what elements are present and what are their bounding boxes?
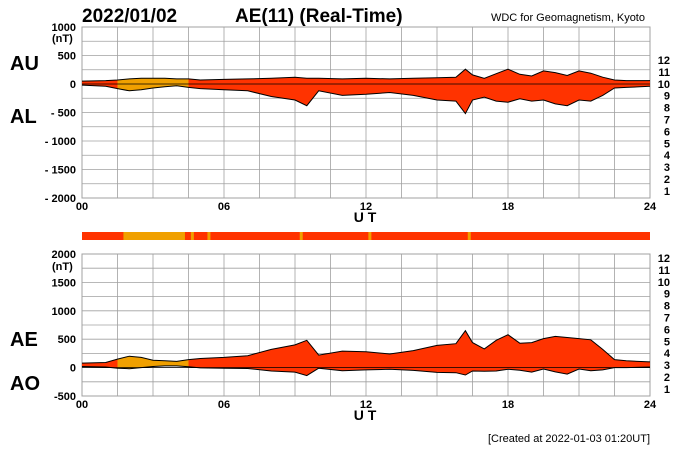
series-line-ae (81, 329, 651, 364)
station-scale-label: 4 (664, 150, 671, 162)
station-scale-label: 10 (658, 277, 670, 289)
data-fill-area (82, 330, 650, 376)
station-scale-label: 10 (658, 79, 670, 91)
y-tick-label: 0 (70, 79, 76, 91)
y-tick-label: 2000 (52, 249, 76, 261)
panel1-unit: (nT) (52, 33, 73, 45)
y-tick-label: - 500 (51, 108, 76, 120)
x-tick-label: 18 (502, 201, 514, 213)
station-scale-label: 1 (664, 384, 670, 396)
panel2-unit: (nT) (52, 261, 73, 273)
station-scale-label: 8 (664, 301, 670, 313)
y-tick-label: 500 (58, 51, 76, 63)
x-tick-label: 24 (644, 201, 657, 213)
station-scale-label: 7 (664, 313, 670, 325)
band-segment-low (123, 232, 185, 240)
al-label: AL (10, 106, 37, 128)
station-scale-label: 11 (658, 265, 670, 277)
y-tick-label: 1000 (52, 22, 76, 34)
station-scale-label: 2 (664, 372, 670, 384)
band-segment-tick (368, 232, 372, 240)
band-segment-tick (467, 232, 471, 240)
x-tick-label: 12 (360, 201, 372, 213)
data-source: WDC for Geomagnetism, Kyoto (491, 12, 645, 24)
x-tick-label: 06 (218, 201, 230, 213)
x-tick-label: 24 (644, 399, 657, 411)
station-scale-label: 3 (664, 360, 670, 372)
station-scale-label: 1 (664, 186, 670, 198)
station-scale-label: 7 (664, 115, 670, 127)
y-tick-label: - 2000 (45, 193, 76, 205)
chart-date: 2022/01/02 (82, 6, 177, 27)
x-tick-label: 06 (218, 399, 230, 411)
station-scale-label: 5 (664, 336, 670, 348)
data-fill-low-coverage (117, 78, 189, 91)
series-line-al (81, 84, 651, 115)
station-scale-label: 9 (664, 91, 670, 103)
activity-band (82, 232, 650, 240)
band-segment-main (82, 232, 650, 240)
ao-label: AO (10, 373, 40, 395)
station-scale-label: 4 (664, 348, 671, 360)
created-timestamp: [Created at 2022-01-03 01:20UT] (488, 433, 650, 445)
station-scale-label: 5 (664, 138, 670, 150)
y-tick-label: 1000 (52, 306, 76, 318)
station-scale-label: 6 (664, 126, 670, 138)
y-tick-label: 0 (70, 363, 76, 375)
x-tick-label: 12 (360, 399, 372, 411)
x-tick-label: 18 (502, 399, 514, 411)
panel2-xlabel: U T (354, 407, 377, 423)
y-tick-label: - 1000 (45, 136, 76, 148)
station-scale-label: 12 (658, 55, 670, 67)
au-al-panel: (nT) AU AL U T 1000 500 0 - 500 - 1000 - 1500… (10, 22, 657, 225)
band-segment-tick (207, 232, 211, 240)
band-segment-tick (190, 232, 194, 240)
station-scale-label: 2 (664, 174, 670, 186)
x-tick-label: 00 (76, 399, 88, 411)
station-scale-label: 11 (658, 67, 670, 79)
station-scale-label: 12 (658, 253, 670, 265)
y-tick-label: 500 (58, 334, 76, 346)
series-line-au (81, 68, 650, 82)
data-fill-area (82, 69, 650, 114)
station-scale-label: 3 (664, 162, 670, 174)
band-segment-tick (299, 232, 303, 240)
y-tick-label: -500 (54, 391, 76, 403)
ae-label: AE (10, 329, 38, 351)
x-tick-label: 00 (76, 201, 88, 213)
au-label: AU (10, 53, 39, 75)
station-scale-label: 9 (664, 289, 670, 301)
chart-title: AE(11) (Real-Time) (235, 6, 403, 27)
station-scale-label: 8 (664, 103, 670, 115)
y-tick-label: - 1500 (45, 165, 76, 177)
y-tick-label: 1500 (52, 277, 76, 289)
panel1-xlabel: U T (354, 209, 377, 225)
series-line-ao (81, 365, 651, 377)
station-scale-label: 6 (664, 324, 670, 336)
